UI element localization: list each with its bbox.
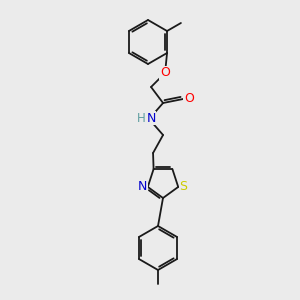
Text: N: N xyxy=(138,180,148,194)
Text: N: N xyxy=(146,112,156,124)
Text: H: H xyxy=(137,112,146,124)
Text: O: O xyxy=(184,92,194,106)
Text: S: S xyxy=(179,180,187,194)
Text: O: O xyxy=(160,67,170,80)
